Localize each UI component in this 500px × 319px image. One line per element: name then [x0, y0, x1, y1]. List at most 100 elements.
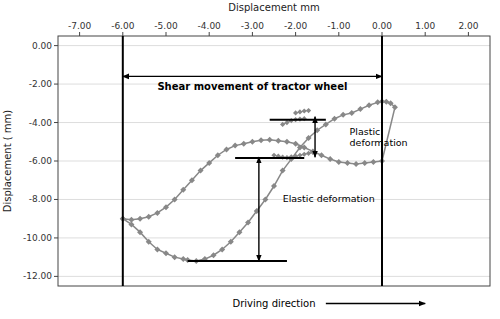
point [137, 229, 143, 235]
x-tick [468, 32, 469, 36]
y-tick-label: -12.00 [23, 271, 52, 281]
point [336, 159, 342, 165]
x-tick-label: 1.00 [415, 21, 435, 31]
point [302, 152, 307, 157]
point [306, 135, 312, 141]
y-tick [54, 276, 58, 277]
point [349, 110, 355, 116]
point [340, 112, 346, 118]
point [128, 217, 134, 223]
annotation-line: Plastic [350, 126, 381, 137]
point [362, 160, 368, 166]
point [180, 256, 186, 262]
point [392, 104, 398, 110]
point [189, 177, 195, 183]
vertical-line [381, 36, 383, 286]
y-tick [54, 161, 58, 162]
x-tick [166, 32, 167, 36]
annotation-text: Shear movement of tractor wheel [157, 81, 347, 92]
point [280, 122, 285, 127]
y-tick [54, 237, 58, 238]
double-arrow [123, 76, 382, 77]
x-tick-label: 2.00 [458, 21, 478, 31]
point [306, 108, 311, 113]
point [180, 187, 186, 193]
point [223, 146, 229, 152]
annotation-text: Plasticdeformation [350, 126, 408, 148]
point [163, 250, 169, 256]
x-tick [79, 32, 80, 36]
x-tick-label: -7.00 [68, 21, 92, 31]
point [366, 102, 372, 108]
point [323, 121, 329, 127]
annotation-line: deformation [350, 137, 408, 148]
point [319, 152, 325, 158]
point [232, 143, 238, 149]
bar-line [235, 157, 304, 159]
x-tick-label: 0.00 [372, 21, 392, 31]
x-tick [209, 32, 210, 36]
double-arrow [314, 117, 315, 157]
point [388, 100, 394, 106]
point [306, 151, 311, 156]
y-tick-label: -10.00 [23, 233, 52, 243]
point [293, 141, 299, 147]
point [219, 246, 225, 252]
y-tick [54, 122, 58, 123]
chart: -7.00 -6.00 -5.00 -4.00 -3.00 -2.00 -1.00 0.00 1… [0, 0, 500, 319]
x-tick-label: -4.00 [198, 21, 222, 31]
y-tick-label: -4.00 [29, 118, 53, 128]
annotations: Shear movement of tractor wheel Plasticde… [123, 36, 425, 309]
x-tick-label: -1.00 [327, 21, 351, 31]
annotation-text: Elastic deformation [283, 193, 375, 204]
x-tick-label: -5.00 [154, 21, 178, 31]
point [241, 141, 247, 147]
annotation-line: Elastic deformation [283, 193, 375, 204]
series-line [123, 101, 395, 261]
y-tick [54, 84, 58, 85]
point [331, 116, 337, 122]
x-axis-label: Displacement mm [228, 2, 319, 13]
point [146, 214, 152, 220]
point [198, 168, 204, 174]
point [262, 196, 268, 202]
point [302, 108, 307, 113]
point [215, 152, 221, 158]
point [258, 137, 264, 143]
y-tick [54, 45, 58, 46]
point [284, 120, 289, 125]
point [284, 139, 290, 145]
caption: Driving direction [233, 298, 316, 309]
x-tick [252, 32, 253, 36]
x-tick [338, 32, 339, 36]
point [267, 137, 273, 143]
plot-frame [58, 36, 490, 286]
point [297, 153, 302, 158]
point [163, 204, 169, 210]
point [353, 161, 359, 167]
x-tick-label: -6.00 [111, 21, 135, 31]
point [146, 239, 152, 245]
y-tick [54, 199, 58, 200]
bar-line [188, 260, 287, 262]
point [275, 138, 281, 144]
point [301, 145, 307, 151]
point [344, 160, 350, 166]
point [375, 99, 381, 105]
point [370, 159, 376, 165]
y-tick-label: -2.00 [29, 79, 53, 89]
x-tick-label: -3.00 [241, 21, 265, 31]
y-tick-label: -6.00 [29, 156, 53, 166]
x-tick [122, 32, 123, 36]
x-tick [425, 32, 426, 36]
point [228, 239, 234, 245]
y-axis-label: Displacement ( mm) [2, 110, 13, 212]
point [249, 139, 255, 145]
x-tick-label: -2.00 [284, 21, 308, 31]
point [280, 168, 286, 174]
y-tick-label: -8.00 [29, 194, 53, 204]
vertical-line [122, 36, 124, 286]
bar-line [270, 119, 326, 121]
point [245, 220, 251, 226]
point [271, 153, 276, 158]
